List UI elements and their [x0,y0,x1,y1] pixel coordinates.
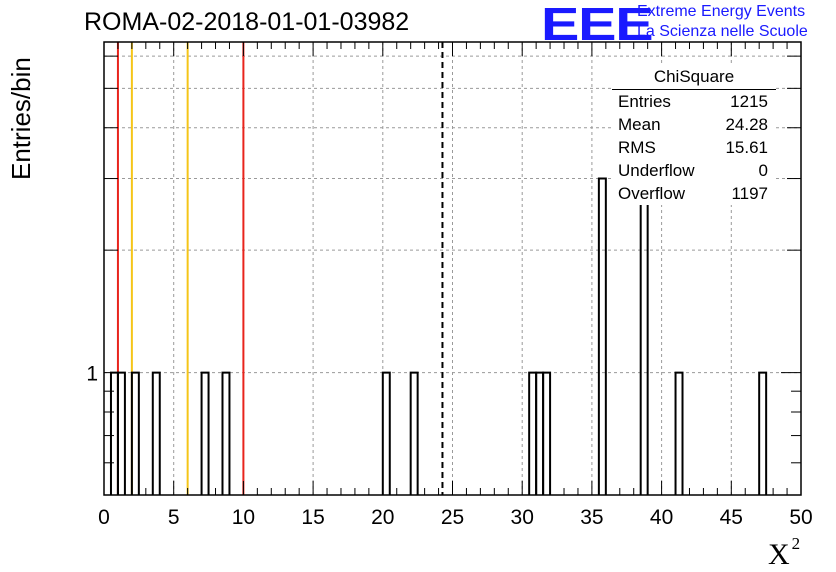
histogram-bar [674,371,684,495]
x-axis-label-superscript: 2 [791,534,801,553]
x-tick-label: 25 [441,506,464,529]
stats-value: 1215 [730,92,768,111]
brand-line-2: La Scienza nelle Scuole [637,23,808,40]
stats-label: Overflow [618,184,686,203]
histogram-bar [151,371,161,495]
axis-ticks [103,42,802,495]
stats-row-overflow: Overflow 1197 [612,182,776,205]
x-tick-label: 0 [98,506,110,529]
x-tick-label: 35 [580,506,603,529]
grid-lines [104,42,801,495]
stats-label: Underflow [618,161,695,180]
stats-box: ChiSquare Entries 1215 Mean 24.28 RMS 15… [612,66,776,205]
x-tick-label: 5 [168,506,180,529]
y-axis-label: Entries/bin [6,57,36,180]
histogram-bar [535,371,545,495]
x-tick-label: 40 [650,506,673,529]
histogram-bar [130,371,140,495]
eee-logo: EEE [541,0,654,50]
histogram-bar [116,371,126,495]
x-axis-label-base: X [768,538,790,571]
plot-frame [103,41,802,496]
stats-row-mean: Mean 24.28 [612,113,776,136]
x-tick-label: 10 [232,506,255,529]
histogram-bar [409,371,419,495]
x-tick-label: 30 [511,506,534,529]
histogram-bar [221,371,231,495]
brand-line-1: Extreme Energy Events [637,3,806,20]
x-tick-label: 20 [371,506,394,529]
histogram-bar [542,371,552,495]
stats-label: RMS [618,138,656,157]
x-tick-label: 15 [301,506,324,529]
reference-lines [116,42,444,495]
stats-value: 24.28 [725,115,768,134]
stats-title: ChiSquare [612,66,776,90]
x-tick-label: 50 [789,506,812,529]
stats-label: Mean [618,115,661,134]
stats-value: 1197 [731,184,768,203]
stats-row-underflow: Underflow 0 [612,159,776,182]
stats-value: 0 [758,161,768,180]
histogram-bar [597,177,607,495]
stats-label: Entries [618,92,671,111]
histogram-bar [200,371,210,495]
x-tick-label: 45 [720,506,743,529]
axis-tick-labels: 0 5 10 15 20 25 30 35 40 45 50 1 [86,363,812,529]
stats-value: 15.61 [725,138,768,157]
chart-title: ROMA-02-2018-01-01-03982 [84,8,410,36]
y-tick-label: 1 [86,363,98,386]
stats-row-rms: RMS 15.61 [612,136,776,159]
histogram-bars [109,126,768,495]
histogram-bar [381,371,391,495]
histogram-bar [758,371,768,495]
histogram-bar [528,371,538,495]
stats-row-entries: Entries 1215 [612,90,776,113]
